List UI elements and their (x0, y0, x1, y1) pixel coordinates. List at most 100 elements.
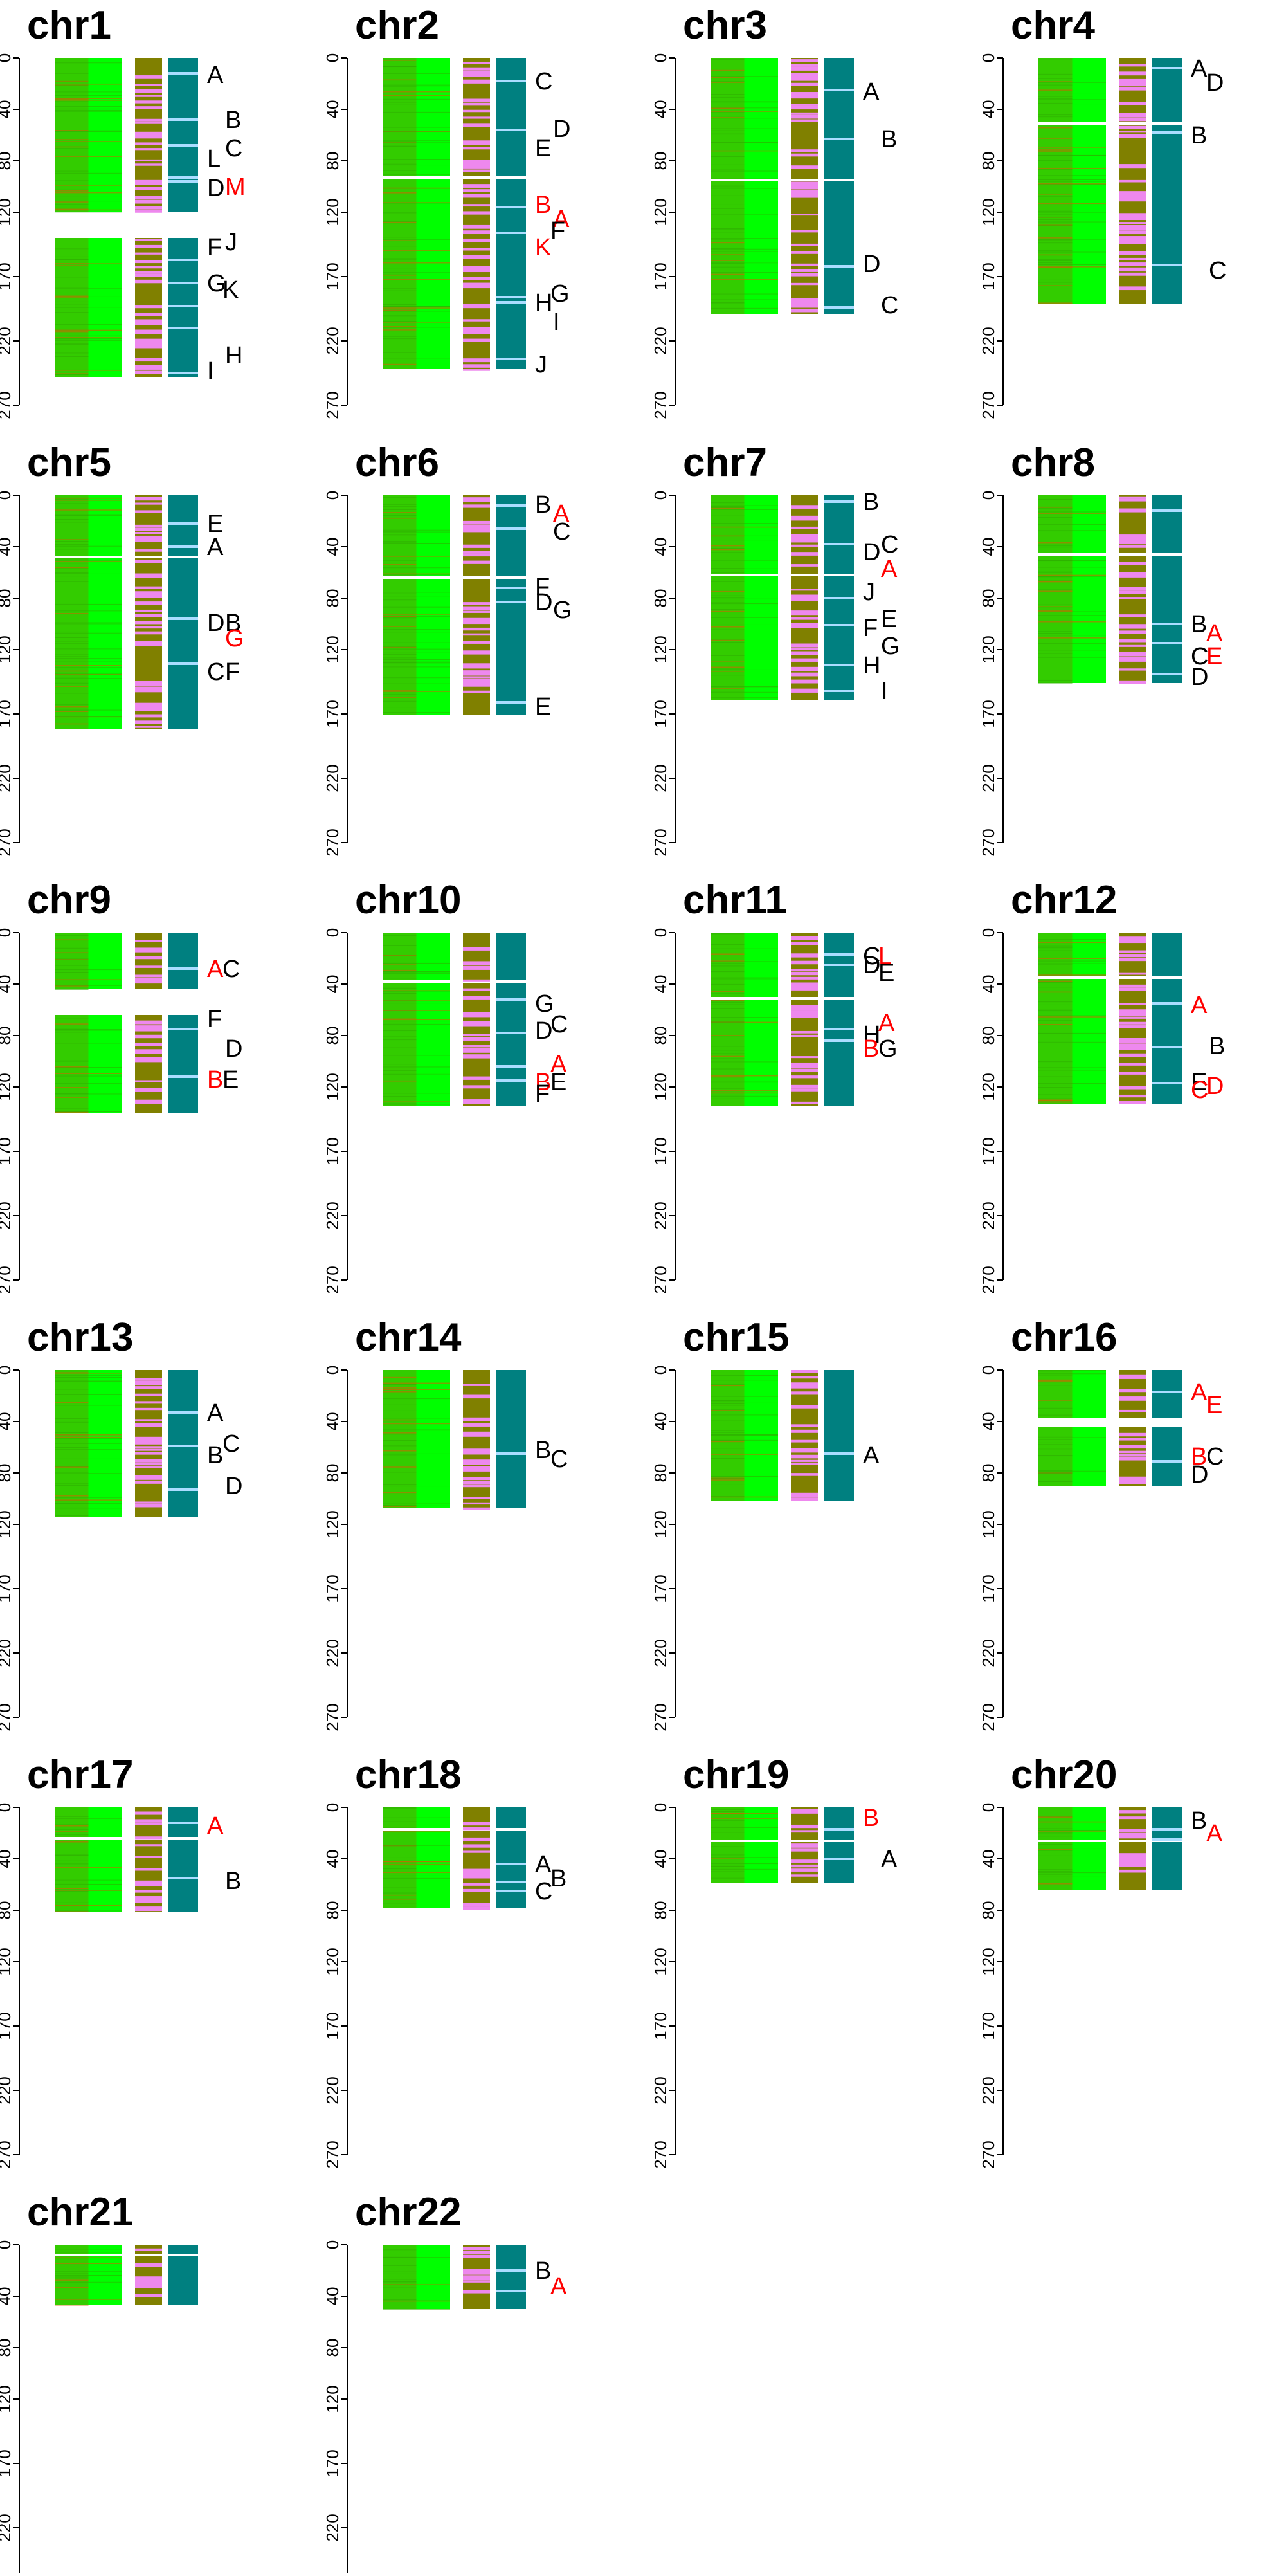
track3-marker (1152, 1828, 1182, 1831)
track1-stripe (1038, 1032, 1106, 1034)
track1-stripe (1038, 945, 1073, 947)
band-label: B (225, 107, 241, 134)
band-label: C (863, 943, 880, 970)
track2-stripe (463, 358, 490, 363)
track1-stripe (55, 1110, 89, 1112)
y-tick-label: 120 (979, 198, 998, 226)
track2-stripe (1119, 1376, 1146, 1379)
track2-stripe (135, 1440, 162, 1445)
y-tick-label: 0 (323, 2240, 342, 2249)
track2-stripe (1119, 624, 1146, 626)
y-tick-label: 220 (0, 764, 14, 792)
track1-stripe (711, 239, 745, 240)
track1-stripe (55, 1028, 89, 1030)
panel-title: chr19 (683, 1753, 789, 1797)
track1-stripe (383, 159, 450, 160)
track1-stripe (383, 973, 450, 974)
track2-stripe (1119, 1396, 1146, 1399)
track2-stripe (463, 2251, 490, 2255)
track1-stripe (55, 338, 122, 340)
track1-stripe (383, 315, 417, 316)
band-label: D (207, 610, 224, 637)
track1-stripe (711, 697, 778, 699)
band-label: A (550, 1051, 567, 1078)
track3-marker (824, 1452, 854, 1455)
track1-stripe (383, 659, 450, 661)
track2-stripe (135, 1896, 162, 1899)
track3-marker (496, 587, 526, 589)
track2-stripe (791, 668, 818, 671)
track2-stripe (135, 965, 162, 968)
track1-stripe (55, 2257, 122, 2259)
y-tick-label: 0 (0, 53, 14, 62)
band-label: C (222, 956, 240, 983)
track1-stripe (55, 567, 89, 569)
y-tick-label: 270 (651, 391, 670, 419)
track1-stripe (1038, 81, 1073, 82)
y-tick-label: 170 (323, 1575, 342, 1602)
track2-stripe (135, 686, 162, 691)
track1-stripe (55, 958, 89, 960)
track2-stripe (1119, 195, 1146, 199)
track2-stripe (1119, 257, 1146, 260)
y-tick-label: 0 (651, 53, 670, 62)
track1-stripe (383, 1388, 417, 1390)
track1-stripe (1038, 212, 1106, 213)
track2-stripe (791, 75, 818, 78)
track1-stripe (711, 1857, 778, 1858)
track1-stripe (55, 209, 122, 211)
track2-stripe (1119, 653, 1146, 656)
track1-stripe (1038, 545, 1073, 547)
track2-stripe (463, 1021, 490, 1025)
y-tick-label: 40 (0, 2287, 14, 2306)
track2-stripe (791, 105, 818, 110)
track1-stripe (1038, 958, 1106, 960)
track1-stripe (1038, 1470, 1073, 1471)
track1-stripe (55, 1421, 89, 1423)
track2-stripe (135, 2248, 162, 2251)
track3-segment (168, 2245, 198, 2254)
track1-stripe (1038, 574, 1106, 576)
track1-stripe (383, 142, 450, 143)
track2-stripe (1119, 1021, 1146, 1025)
track1-stripe (1038, 184, 1106, 185)
track1-stripe (1038, 1444, 1073, 1445)
track2-stripe (791, 658, 818, 662)
track2-stripe (135, 118, 162, 122)
track1-stripe (711, 248, 778, 250)
track2-stripe (1119, 272, 1146, 276)
track1-stripe (711, 660, 745, 662)
track1-stripe (55, 1891, 89, 1892)
track1-stripe (383, 648, 450, 650)
track2-stripe (791, 597, 818, 601)
track2-stripe (463, 102, 490, 106)
track1-stripe (711, 971, 745, 973)
track1-stripe (55, 2279, 89, 2281)
track1-stripe (55, 374, 89, 375)
y-tick-label: 0 (0, 928, 14, 937)
track2-stripe (135, 2284, 162, 2287)
track2-stripe (791, 1848, 818, 1852)
y-tick-label: 120 (651, 1073, 670, 1101)
track2-segment (463, 179, 490, 369)
track3-marker (168, 1411, 198, 1414)
y-tick-label: 0 (0, 1803, 14, 1812)
track1-stripe (1038, 982, 1073, 983)
track1-stripe (1038, 1871, 1073, 1872)
track1-stripe (55, 1447, 89, 1448)
track3-segment (1152, 1427, 1182, 1486)
track1-stripe (1038, 99, 1106, 100)
track1-stripe (383, 240, 417, 241)
track1-stripe (55, 1394, 122, 1395)
y-tick-label: 270 (651, 1266, 670, 1293)
track2-stripe (463, 194, 490, 196)
track2-stripe (463, 553, 490, 557)
track1-stripe (55, 1449, 122, 1450)
track1-stripe (711, 1818, 778, 1819)
track1-stripe (711, 302, 745, 304)
track1-stripe (383, 646, 417, 648)
track1-stripe (55, 1093, 89, 1095)
track2-stripe (463, 330, 490, 334)
